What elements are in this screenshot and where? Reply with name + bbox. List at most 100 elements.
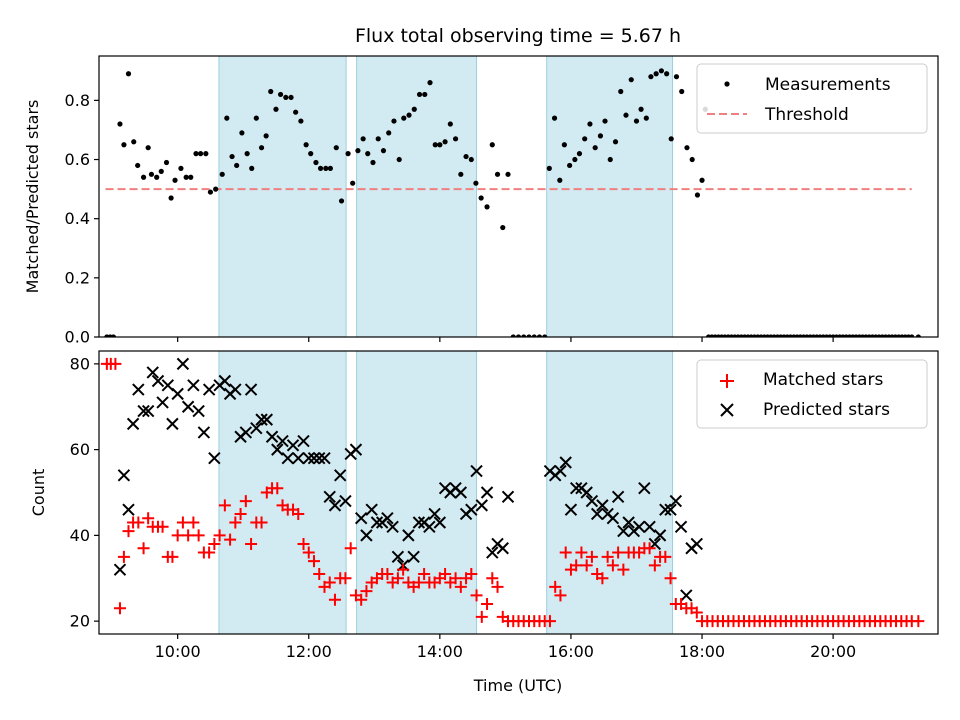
top-y-tick-label: 0.2: [65, 268, 90, 287]
matched-star-point: [391, 572, 404, 585]
matched-star-point: [109, 357, 122, 370]
matched-star-point: [617, 563, 630, 576]
predicted-star-point: [187, 379, 200, 392]
measurement-point: [618, 88, 624, 95]
bottom-legend-box: [696, 359, 928, 429]
legend-measurements-label: Measurements: [765, 75, 891, 95]
measurement-point: [668, 136, 674, 142]
measurement-point: [135, 162, 141, 169]
measurement-point: [277, 91, 284, 98]
predicted-star-point: [428, 507, 441, 521]
measurement-point: [915, 334, 921, 337]
predicted-star-point: [132, 383, 145, 396]
matched-star-point: [470, 589, 483, 602]
legend-measurements-marker: [724, 81, 730, 87]
predicted-star-point: [339, 494, 352, 508]
predicted-star-point: [674, 520, 688, 534]
measurement-point: [643, 115, 649, 121]
measurement-point: [628, 77, 634, 83]
measurement-point: [391, 118, 397, 124]
matched-stars-points: [100, 357, 925, 628]
measurement-point: [406, 112, 412, 118]
measurement-point: [515, 334, 522, 337]
bottom-y-tick-label: 20: [70, 612, 90, 631]
matched-star-point: [292, 507, 305, 520]
measurement-point: [597, 133, 604, 139]
predicted-star-point: [596, 499, 609, 512]
predicted-star-point: [580, 486, 593, 499]
measurement-point: [193, 151, 199, 157]
predicted-star-point: [265, 430, 279, 443]
measurement-point: [909, 334, 915, 337]
measurement-point: [154, 174, 160, 180]
measurement-point: [131, 139, 137, 145]
measurement-point: [478, 195, 484, 201]
predicted-star-point: [318, 451, 331, 465]
measurement-point: [360, 136, 366, 142]
predicted-star-point: [307, 451, 321, 465]
predicted-star-point: [412, 516, 426, 529]
measurement-point: [178, 165, 184, 171]
predicted-star-point: [176, 357, 190, 371]
measurement-point: [607, 156, 613, 163]
measurement-point: [638, 106, 644, 112]
predicted-star-point: [208, 451, 221, 465]
top-y-ticks: 0.0 0.2 0.4 0.6 0.8: [65, 91, 99, 347]
predicted-star-point: [638, 482, 651, 495]
matched-star-point: [255, 516, 268, 529]
measurement-point: [172, 177, 178, 183]
top-shade-band: [356, 55, 478, 338]
matched-star-point: [554, 589, 567, 602]
predicted-star-point: [559, 456, 572, 469]
measurement-point: [213, 186, 219, 192]
matched-star-point: [486, 572, 499, 585]
predicted-star-point: [137, 404, 150, 418]
measurement-point: [121, 142, 127, 148]
measurement-point: [370, 159, 376, 166]
matched-star-point: [142, 512, 155, 525]
measurement-point: [234, 162, 240, 169]
matched-star-point: [643, 542, 656, 555]
predicted-star-point: [286, 439, 300, 452]
measurement-point: [288, 94, 294, 101]
measurement-point: [183, 174, 189, 180]
measurement-point: [484, 204, 490, 210]
legend-matched-marker: [720, 374, 734, 388]
matched-star-point: [596, 572, 609, 585]
predicted-star-point: [354, 512, 368, 525]
matched-star-point: [156, 520, 169, 533]
matched-star-point: [192, 529, 205, 542]
predicted-star-point: [486, 546, 499, 559]
matched-star-point: [585, 550, 598, 563]
predicted-star-point: [250, 421, 263, 435]
measurement-point: [473, 180, 479, 186]
bottom-y-ticks: 20 40 60 80: [70, 354, 99, 631]
measurement-point: [380, 148, 387, 154]
bottom-y-tick-label: 40: [70, 526, 90, 545]
measurement-point: [684, 145, 690, 151]
predicted-star-point: [590, 507, 604, 521]
predicted-star-point: [334, 469, 347, 482]
measurement-point: [489, 142, 495, 148]
legend-matched-label: Matched stars: [763, 370, 883, 390]
measurement-point: [602, 118, 608, 124]
measurement-point: [582, 136, 588, 142]
matched-star-point: [182, 529, 195, 542]
x-tick-label: 14:00: [417, 642, 463, 661]
predicted-star-point: [151, 374, 165, 388]
measurement-point: [623, 112, 629, 118]
bottom-axes-frame: [98, 350, 939, 635]
matched-star-point: [491, 580, 504, 593]
matched-star-point: [575, 546, 588, 559]
measurement-point: [249, 165, 255, 171]
measurement-point: [694, 192, 701, 198]
bottom-y-tick-label: 60: [70, 440, 90, 459]
top-y-tick-label: 0.0: [65, 328, 90, 347]
matched-star-point: [559, 546, 572, 559]
measurement-point: [521, 334, 527, 337]
measurement-point: [158, 168, 164, 174]
measurement-point: [313, 159, 319, 166]
measurement-point: [633, 118, 640, 124]
matched-star-point: [203, 546, 216, 559]
